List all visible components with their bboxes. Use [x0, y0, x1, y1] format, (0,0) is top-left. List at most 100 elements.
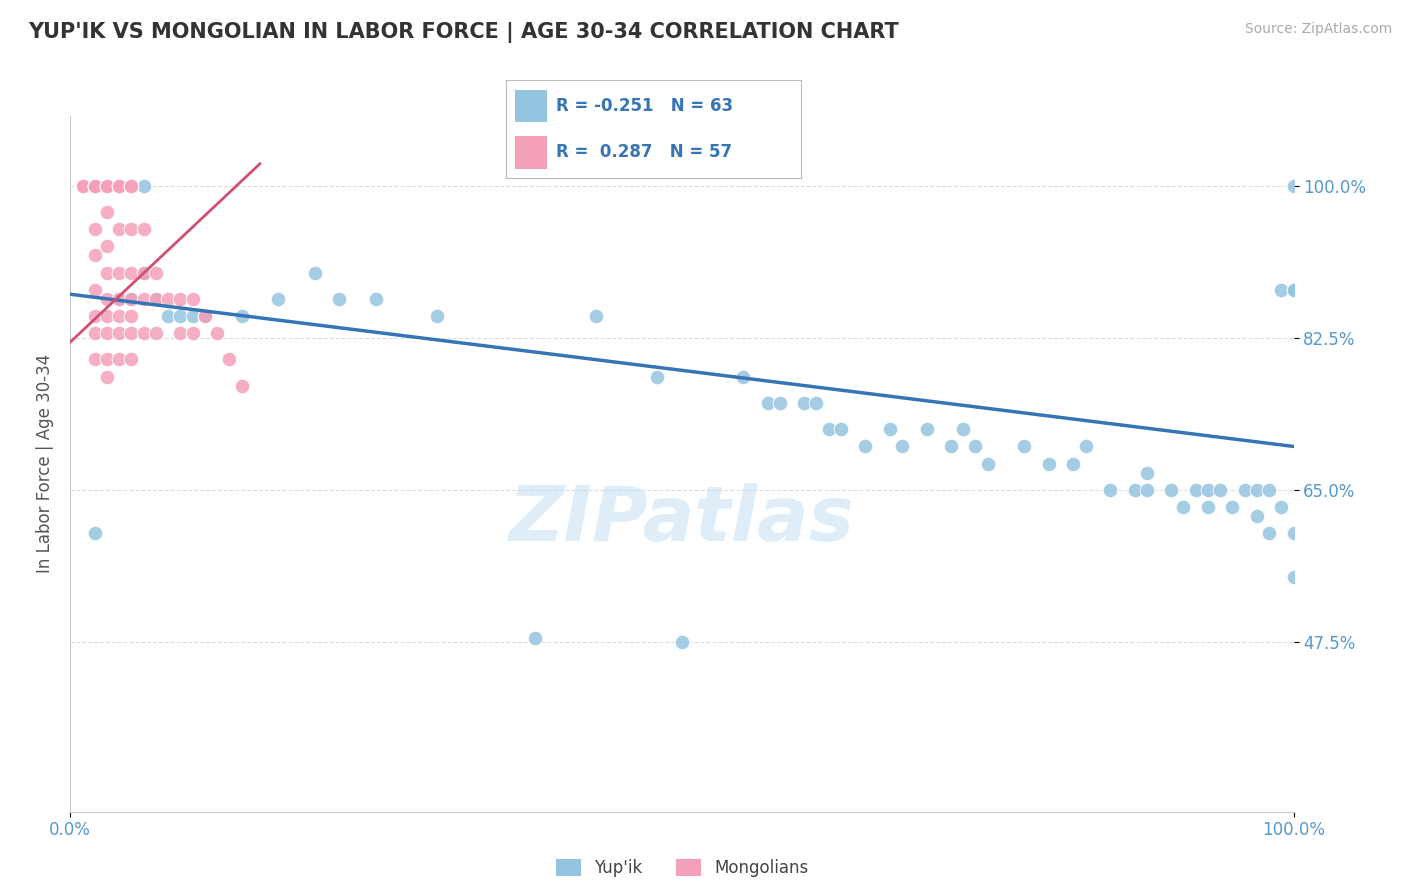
Point	[939, 440, 962, 454]
Point	[108, 178, 131, 193]
Point	[83, 352, 105, 367]
Point	[965, 440, 987, 454]
Point	[194, 309, 217, 323]
Point	[121, 292, 143, 306]
Point	[96, 369, 118, 384]
Point	[121, 326, 143, 341]
Point	[181, 309, 204, 323]
Point	[1136, 466, 1159, 480]
Point	[231, 309, 253, 323]
Point	[1160, 483, 1182, 497]
Point	[83, 526, 105, 541]
Point	[1099, 483, 1122, 497]
Point	[83, 283, 105, 297]
Point	[83, 178, 105, 193]
Point	[793, 396, 815, 410]
Point	[524, 631, 547, 645]
Point	[169, 292, 191, 306]
Point	[976, 457, 998, 471]
Point	[145, 292, 167, 306]
Point	[108, 178, 131, 193]
Point	[1074, 440, 1097, 454]
Point	[1197, 500, 1219, 515]
Point	[1258, 526, 1281, 541]
Y-axis label: In Labor Force | Age 30-34: In Labor Force | Age 30-34	[35, 354, 53, 574]
Point	[304, 266, 326, 280]
Point	[83, 178, 105, 193]
Point	[145, 266, 167, 280]
Point	[121, 266, 143, 280]
Point	[132, 326, 155, 341]
Point	[426, 309, 449, 323]
Text: Source: ZipAtlas.com: Source: ZipAtlas.com	[1244, 22, 1392, 37]
Point	[72, 178, 94, 193]
Point	[1173, 500, 1195, 515]
Point	[1246, 483, 1268, 497]
Point	[108, 309, 131, 323]
Point	[1220, 500, 1243, 515]
Point	[1233, 483, 1256, 497]
Point	[108, 266, 131, 280]
Point	[194, 309, 217, 323]
Point	[231, 378, 253, 392]
Text: YUP'IK VS MONGOLIAN IN LABOR FORCE | AGE 30-34 CORRELATION CHART: YUP'IK VS MONGOLIAN IN LABOR FORCE | AGE…	[28, 22, 898, 44]
Point	[1209, 483, 1232, 497]
Point	[1270, 500, 1292, 515]
Point	[879, 422, 901, 436]
Point	[218, 352, 240, 367]
Point	[915, 422, 938, 436]
Point	[157, 309, 180, 323]
Point	[1123, 483, 1146, 497]
FancyBboxPatch shape	[515, 90, 547, 122]
Point	[96, 266, 118, 280]
Point	[96, 309, 118, 323]
Point	[145, 292, 167, 306]
Point	[157, 292, 180, 306]
Point	[121, 309, 143, 323]
Point	[121, 292, 143, 306]
Point	[83, 326, 105, 341]
Point	[96, 352, 118, 367]
Point	[83, 222, 105, 236]
Point	[108, 292, 131, 306]
Text: R = -0.251   N = 63: R = -0.251 N = 63	[557, 97, 734, 115]
Point	[1136, 483, 1159, 497]
Point	[108, 352, 131, 367]
Point	[145, 326, 167, 341]
Point	[121, 178, 143, 193]
Point	[1282, 283, 1305, 297]
Point	[169, 309, 191, 323]
Point	[181, 326, 204, 341]
Point	[132, 266, 155, 280]
Point	[132, 266, 155, 280]
Point	[108, 326, 131, 341]
Point	[83, 178, 105, 193]
Point	[96, 204, 118, 219]
Point	[132, 222, 155, 236]
Point	[585, 309, 607, 323]
Point	[169, 326, 191, 341]
Point	[1282, 283, 1305, 297]
Point	[72, 178, 94, 193]
Point	[108, 222, 131, 236]
Point	[647, 369, 669, 384]
Point	[1038, 457, 1060, 471]
Point	[830, 422, 852, 436]
Point	[181, 292, 204, 306]
Point	[121, 178, 143, 193]
Point	[96, 178, 118, 193]
Point	[1014, 440, 1036, 454]
Legend: Yup'ik, Mongolians: Yup'ik, Mongolians	[548, 852, 815, 883]
Point	[1282, 178, 1305, 193]
Point	[121, 222, 143, 236]
Point	[1282, 526, 1305, 541]
Point	[769, 396, 792, 410]
Point	[205, 326, 228, 341]
Point	[121, 352, 143, 367]
Point	[1258, 483, 1281, 497]
Point	[891, 440, 914, 454]
Point	[96, 239, 118, 253]
Point	[806, 396, 828, 410]
Point	[72, 178, 94, 193]
Point	[96, 178, 118, 193]
